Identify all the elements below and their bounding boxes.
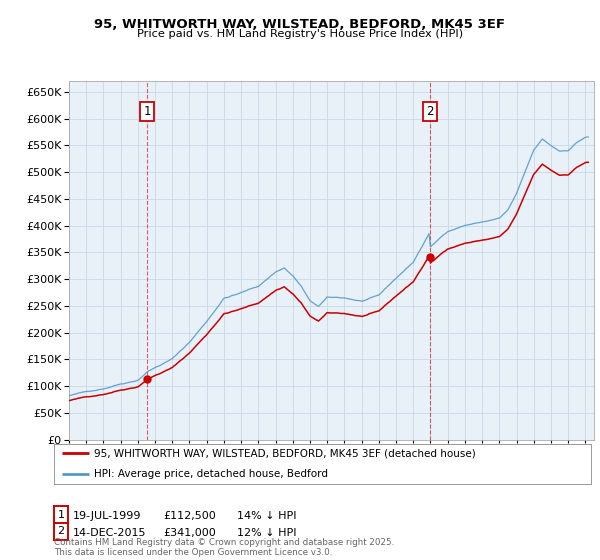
Text: 1: 1 (58, 510, 64, 520)
Text: 2: 2 (426, 105, 434, 118)
Text: Contains HM Land Registry data © Crown copyright and database right 2025.
This d: Contains HM Land Registry data © Crown c… (54, 538, 394, 557)
Text: Price paid vs. HM Land Registry's House Price Index (HPI): Price paid vs. HM Land Registry's House … (137, 29, 463, 39)
Text: 1: 1 (143, 105, 151, 118)
Text: £112,500: £112,500 (163, 511, 216, 521)
Text: 95, WHITWORTH WAY, WILSTEAD, BEDFORD, MK45 3EF (detached house): 95, WHITWORTH WAY, WILSTEAD, BEDFORD, MK… (94, 449, 476, 458)
Text: 14-DEC-2015: 14-DEC-2015 (73, 528, 146, 538)
Text: 2: 2 (58, 526, 64, 536)
Text: 19-JUL-1999: 19-JUL-1999 (73, 511, 142, 521)
Text: HPI: Average price, detached house, Bedford: HPI: Average price, detached house, Bedf… (94, 469, 328, 479)
Text: 12% ↓ HPI: 12% ↓ HPI (237, 528, 296, 538)
Text: £341,000: £341,000 (163, 528, 216, 538)
Text: 95, WHITWORTH WAY, WILSTEAD, BEDFORD, MK45 3EF: 95, WHITWORTH WAY, WILSTEAD, BEDFORD, MK… (95, 18, 505, 31)
Text: 14% ↓ HPI: 14% ↓ HPI (237, 511, 296, 521)
